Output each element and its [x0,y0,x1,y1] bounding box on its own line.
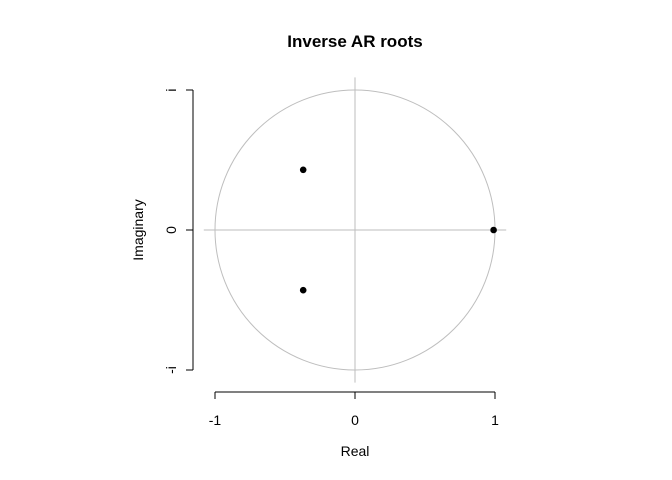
root-point-3 [490,226,497,234]
x-tick-label: -1 [209,412,222,428]
y-tick-label: i [163,88,179,91]
x-tick-label: 0 [351,412,359,428]
y-tick-label: 0 [163,226,179,234]
y-axis: -i 0 i [163,88,194,374]
chart-title: Inverse AR roots [287,32,422,51]
y-axis-label: Imaginary [130,199,146,260]
root-point-2 [299,286,307,294]
points-group [299,166,497,294]
root-point-1 [299,166,307,174]
plot-area [203,77,507,383]
x-tick-label: 1 [491,412,499,428]
x-axis: -1 0 1 [209,391,499,428]
y-tick-label: -i [163,366,179,374]
x-axis-label: Real [341,443,370,459]
